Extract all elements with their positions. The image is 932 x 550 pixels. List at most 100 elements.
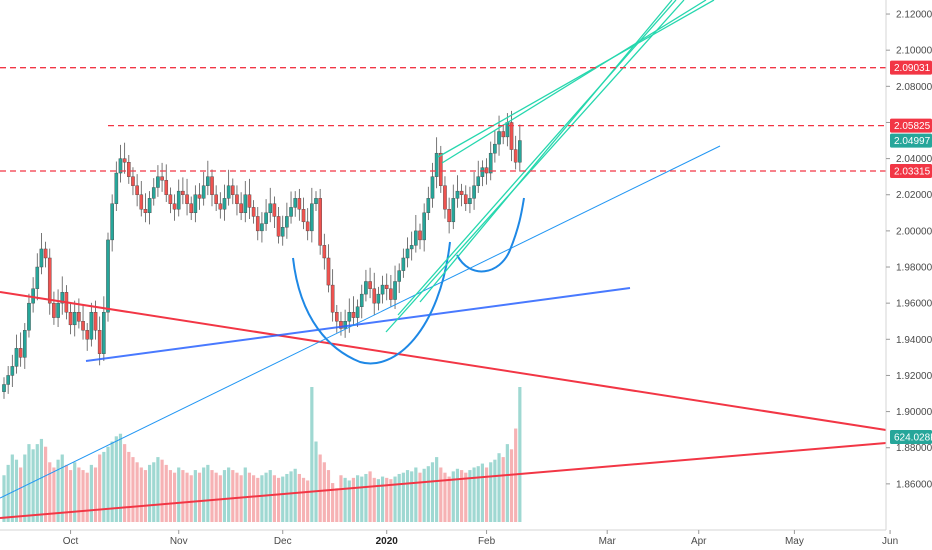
volume-bar — [243, 467, 247, 522]
candles — [2, 110, 522, 399]
candle-body — [393, 281, 397, 300]
candle-body — [218, 203, 223, 210]
candle-body — [139, 194, 144, 210]
volume-bar — [152, 462, 156, 522]
candle-body — [47, 257, 52, 304]
red-support-line-upper[interactable] — [0, 291, 887, 431]
volume-bar — [318, 454, 322, 522]
volume-bar — [256, 477, 260, 522]
drawings[interactable] — [0, 0, 887, 519]
volume-bar — [518, 387, 522, 522]
blue-trendline-thin[interactable] — [0, 145, 721, 499]
volume-bar — [509, 449, 514, 522]
candle-body — [488, 152, 493, 174]
volume-bar — [177, 467, 181, 522]
price-badge-label: 2.04997 — [894, 136, 931, 147]
candle-body — [276, 216, 281, 237]
candle-body — [31, 288, 35, 304]
time-tick-label: Oct — [63, 536, 79, 547]
candle-body — [185, 194, 189, 204]
volume-bar — [260, 475, 264, 522]
channel-line-2[interactable] — [441, 0, 707, 164]
volume-bar — [468, 470, 472, 522]
volume-bar — [405, 470, 410, 522]
channel-line-5[interactable] — [419, 0, 673, 303]
volume-bar — [172, 472, 177, 522]
candle-body — [272, 203, 277, 217]
candle-body — [93, 311, 98, 331]
channel-line-3[interactable] — [385, 0, 685, 333]
candle-body — [181, 190, 185, 195]
volume-bar — [102, 451, 106, 522]
candle-body — [260, 223, 264, 232]
price-badge-label: 2.03315 — [894, 166, 931, 177]
candle-body — [359, 293, 364, 307]
candle-body — [131, 176, 135, 186]
volume-bar — [505, 444, 509, 522]
candle-body — [268, 203, 273, 214]
candle-body — [347, 311, 352, 322]
candle-body — [305, 221, 310, 232]
channel-line-1[interactable] — [437, 0, 715, 158]
blue-trendline-thick[interactable] — [85, 287, 631, 362]
volume-bar — [435, 457, 439, 522]
candle-body — [297, 198, 302, 210]
candle-body — [118, 158, 123, 174]
candle-body — [422, 212, 426, 241]
volume-bar — [210, 470, 214, 522]
time-tick-label: Mar — [599, 536, 617, 547]
volume-bar — [489, 462, 493, 522]
channel-line-4[interactable] — [397, 0, 677, 316]
price-badge-label: 624.028K — [894, 433, 932, 444]
price-tick-label: 1.96000 — [896, 299, 932, 310]
candle-body — [405, 248, 410, 259]
candle-body — [110, 203, 114, 241]
candle-body — [81, 321, 85, 331]
candle-body — [114, 172, 119, 204]
volume-bar — [114, 436, 118, 522]
time-axis[interactable]: Oct Nov Dec 2020 Feb Mar Apr May Jun — [0, 529, 898, 547]
volume-bar — [181, 470, 185, 522]
candle-body — [10, 366, 15, 376]
price-axis[interactable]: 2.120002.100002.080002.060002.040002.020… — [885, 0, 932, 530]
candle-body — [23, 330, 27, 358]
volume-bar — [422, 468, 426, 522]
volume-bar — [343, 477, 347, 522]
price-tick-label: 1.98000 — [896, 263, 932, 274]
candle-body — [168, 194, 173, 204]
candle-body — [293, 198, 298, 208]
volume-bar — [164, 464, 168, 522]
candle-body — [455, 190, 460, 199]
candle-body — [497, 131, 501, 145]
volume-bar — [310, 387, 314, 522]
volume-bar — [272, 475, 276, 522]
candle-body — [480, 167, 485, 177]
candle-body — [401, 257, 406, 271]
red-support-line-lower[interactable] — [0, 442, 887, 519]
volume-bar — [484, 467, 489, 522]
volume-bar — [397, 473, 401, 522]
candle-body — [451, 198, 456, 223]
volume-bar — [393, 476, 397, 522]
candle-body — [501, 131, 506, 138]
volume-bar — [48, 462, 52, 522]
candle-body — [97, 330, 102, 354]
volume-bar — [385, 477, 389, 522]
volume-bar — [443, 472, 447, 522]
candle-body — [239, 203, 243, 214]
volume-bar — [64, 464, 68, 522]
volume-bar — [27, 444, 31, 522]
volume-bar — [364, 473, 368, 522]
price-tick-label: 1.92000 — [896, 371, 932, 382]
volume-bar — [60, 454, 64, 522]
volume-bar — [193, 470, 197, 522]
volume-bar — [264, 472, 268, 522]
volume-bars — [2, 387, 522, 522]
volume-bar — [380, 476, 385, 522]
volume-bar — [252, 475, 256, 522]
candle-body — [214, 194, 218, 204]
volume-bar — [202, 467, 206, 522]
cup-curve-small[interactable] — [456, 197, 525, 273]
cup-curve-large[interactable] — [292, 241, 451, 365]
